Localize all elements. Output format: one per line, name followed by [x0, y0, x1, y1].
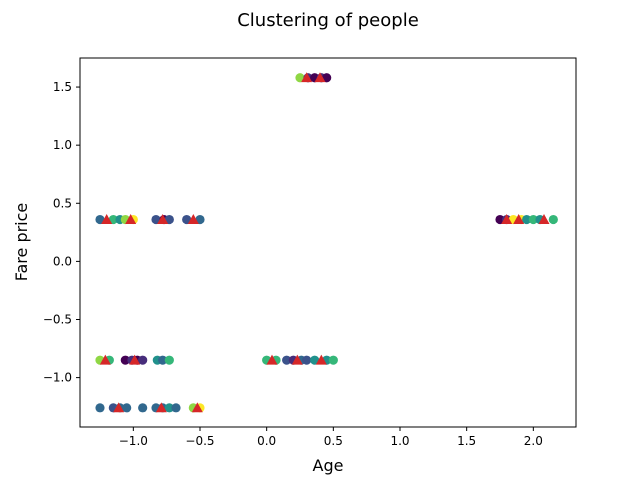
x-tick-label: 0.5 [324, 434, 343, 448]
plot-frame [79, 57, 577, 428]
centroid-marker [129, 354, 141, 365]
data-point [122, 403, 132, 413]
y-tick-label: 1.0 [53, 138, 72, 152]
centroid-marker [314, 72, 326, 83]
data-point [295, 73, 305, 83]
data-point [138, 355, 148, 365]
data-point [164, 214, 174, 225]
x-tick-label: 0.0 [257, 434, 276, 448]
y-tick-label: −1.0 [43, 371, 72, 385]
data-point [95, 403, 105, 413]
data-point [195, 214, 205, 225]
data-point [120, 355, 130, 365]
data-point [151, 214, 161, 225]
data-point [182, 214, 192, 225]
centroid-markers [99, 72, 550, 413]
x-axis-label: Age [313, 456, 344, 475]
centroid-marker [155, 402, 167, 413]
chart-title: Clustering of people [237, 10, 419, 31]
centroid-marker [125, 214, 137, 224]
data-point [95, 214, 105, 225]
data-point [328, 355, 338, 365]
centroid-marker [187, 214, 199, 224]
centroid-marker [191, 402, 203, 413]
centroid-marker [157, 214, 169, 224]
data-point [158, 355, 168, 365]
centroid-marker [315, 354, 327, 365]
axes-ticks: −1.0 −0.5 0.0 0.5 1.0 1.5 2.0 −1.0 −0.5 0.0 0.5 1.0… [43, 80, 543, 448]
centroid-marker [101, 214, 113, 224]
data-point [528, 214, 538, 225]
x-tick-label: −0.5 [185, 434, 214, 448]
data-point [171, 403, 181, 413]
data-point [138, 403, 148, 413]
centroid-marker [99, 354, 111, 365]
data-point [164, 403, 174, 413]
centroid-marker [113, 402, 125, 413]
centroid-marker [266, 354, 278, 365]
data-point [322, 73, 332, 83]
data-point [164, 355, 174, 365]
centroid-marker [538, 214, 550, 224]
data-point [522, 214, 532, 225]
data-point [548, 214, 558, 225]
data-point [302, 355, 312, 365]
x-tick-label: 2.0 [524, 434, 543, 448]
centroid-marker [291, 354, 303, 365]
y-axis-label: Fare price [12, 203, 31, 282]
y-tick-label: 0.5 [53, 196, 72, 210]
y-tick-label: 0.0 [53, 254, 72, 268]
data-point [282, 355, 292, 365]
data-point [495, 214, 505, 225]
x-tick-label: 1.0 [390, 434, 409, 448]
centroid-marker [501, 214, 513, 224]
x-tick-label: −1.0 [119, 434, 148, 448]
x-tick-label: 1.5 [457, 434, 476, 448]
y-tick-label: 1.5 [53, 80, 72, 94]
centroid-marker [301, 72, 313, 83]
data-point [310, 355, 320, 365]
data-points [95, 73, 558, 413]
data-point [108, 214, 118, 225]
centroid-marker [513, 214, 525, 224]
y-tick-label: −0.5 [43, 312, 72, 326]
